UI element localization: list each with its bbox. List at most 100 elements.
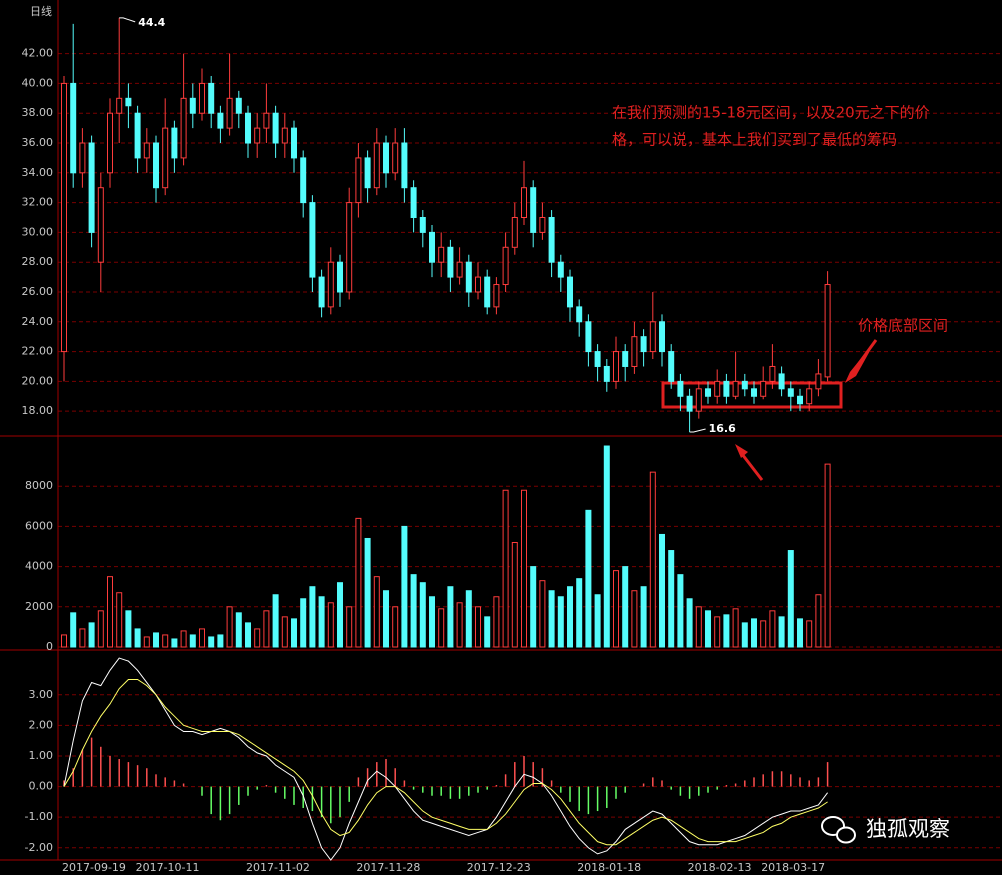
- candle-body: [153, 142, 159, 189]
- candle-body: [318, 276, 325, 308]
- candle-body: [631, 336, 638, 367]
- candle-body: [162, 127, 169, 189]
- zone-label: 价格底部区间: [858, 317, 948, 335]
- candle-body: [429, 231, 435, 263]
- volume-bar: [263, 610, 270, 648]
- candle-body: [70, 82, 77, 174]
- volume-bar: [373, 576, 380, 648]
- dea-line: [63, 678, 828, 846]
- x-tick-label: 2017-11-28: [356, 861, 420, 874]
- volume-bar: [355, 517, 362, 648]
- candle-body: [797, 395, 803, 405]
- volume-bar: [364, 537, 371, 648]
- volume-bar: [309, 586, 316, 648]
- y-tick-label: 8000: [25, 479, 53, 492]
- volume-bar: [337, 582, 343, 648]
- x-tick-label: 2018-01-18: [577, 861, 641, 874]
- candle-body: [778, 373, 785, 390]
- volume-bar: [824, 463, 831, 648]
- y-tick-label: -2.00: [25, 841, 53, 854]
- x-tick-label: 2017-09-19: [62, 861, 126, 874]
- candle-body: [245, 112, 251, 144]
- candle-body: [732, 380, 739, 397]
- candle-body: [548, 217, 555, 263]
- volume-bar: [787, 550, 794, 648]
- candle-body: [438, 246, 445, 263]
- y-tick-label: 0.00: [29, 780, 54, 793]
- volume-bar: [484, 616, 491, 648]
- volume-bar: [254, 628, 261, 648]
- candle-body: [714, 380, 721, 397]
- low-label: 16.6: [709, 422, 736, 435]
- candle-body: [475, 276, 481, 293]
- volume-bar: [116, 592, 123, 648]
- volume-bar: [272, 594, 279, 648]
- volume-bar: [493, 596, 500, 648]
- volume-bar: [79, 628, 86, 648]
- volume-bar: [686, 598, 693, 648]
- candle-body: [695, 388, 702, 412]
- candle-body: [392, 142, 399, 174]
- volume-bar: [603, 445, 610, 648]
- volume-bar: [217, 634, 224, 648]
- candle-body: [557, 261, 564, 278]
- candle-body: [143, 142, 150, 159]
- volume-bar: [429, 596, 435, 648]
- volume-bar: [511, 541, 518, 648]
- candle-body: [263, 112, 270, 129]
- candle-body: [686, 395, 693, 412]
- candle-body: [585, 321, 592, 353]
- volume-bar: [61, 634, 67, 648]
- volume-bar: [613, 570, 619, 648]
- volume-bar: [199, 628, 205, 648]
- candle-body: [199, 82, 205, 114]
- volume-bar: [475, 606, 481, 648]
- note-line: 在我们预测的15-18元区间，以及20元之下的价: [612, 104, 930, 122]
- volume-bar: [723, 614, 730, 648]
- y-tick-label: 42.00: [22, 47, 54, 60]
- watermark-icon: [821, 816, 856, 844]
- volume-bar: [622, 566, 629, 648]
- label-pointer: [119, 17, 136, 23]
- note-line: 格，可以说，基本上我们买到了最低的筹码: [612, 131, 897, 149]
- candle-body: [116, 97, 123, 114]
- y-tick-label: 18.00: [22, 404, 54, 417]
- candle-body: [741, 380, 748, 390]
- candle-body: [226, 97, 233, 129]
- volume-bar: [97, 610, 104, 648]
- volume-bar: [797, 618, 803, 648]
- candle-body: [107, 112, 113, 174]
- y-tick-label: 2.00: [29, 718, 54, 731]
- y-tick-label: 28.00: [22, 255, 54, 268]
- candle-body: [493, 284, 500, 308]
- candle-body: [603, 365, 610, 382]
- y-tick-label: 3.00: [29, 688, 54, 701]
- candle-body: [530, 187, 537, 233]
- candle-body: [447, 246, 454, 278]
- candle-body: [217, 112, 224, 129]
- volume-bar: [456, 602, 463, 648]
- volume-bar: [732, 608, 739, 648]
- candle-body: [815, 373, 822, 390]
- candle-body: [291, 127, 297, 159]
- volume-bar: [134, 628, 141, 648]
- volume-bar: [815, 594, 822, 648]
- volume-bar: [189, 634, 196, 648]
- volume-bar: [659, 533, 665, 648]
- y-tick-label: 30.00: [22, 225, 54, 238]
- volume-bar: [180, 630, 187, 648]
- volume-bar: [171, 638, 178, 648]
- candle-body: [61, 82, 67, 353]
- y-tick-label: 24.00: [22, 315, 54, 328]
- volume-bar: [327, 602, 334, 648]
- candle-body: [567, 276, 573, 308]
- volume-bar: [281, 616, 288, 648]
- candle-body: [594, 351, 601, 367]
- volume-bar: [208, 636, 215, 648]
- volume-bar: [649, 471, 656, 648]
- y-tick-label: 38.00: [22, 106, 54, 119]
- candle-body: [465, 261, 472, 293]
- candle-body: [613, 351, 619, 382]
- volume-bar: [107, 576, 113, 648]
- candle-body: [79, 142, 86, 174]
